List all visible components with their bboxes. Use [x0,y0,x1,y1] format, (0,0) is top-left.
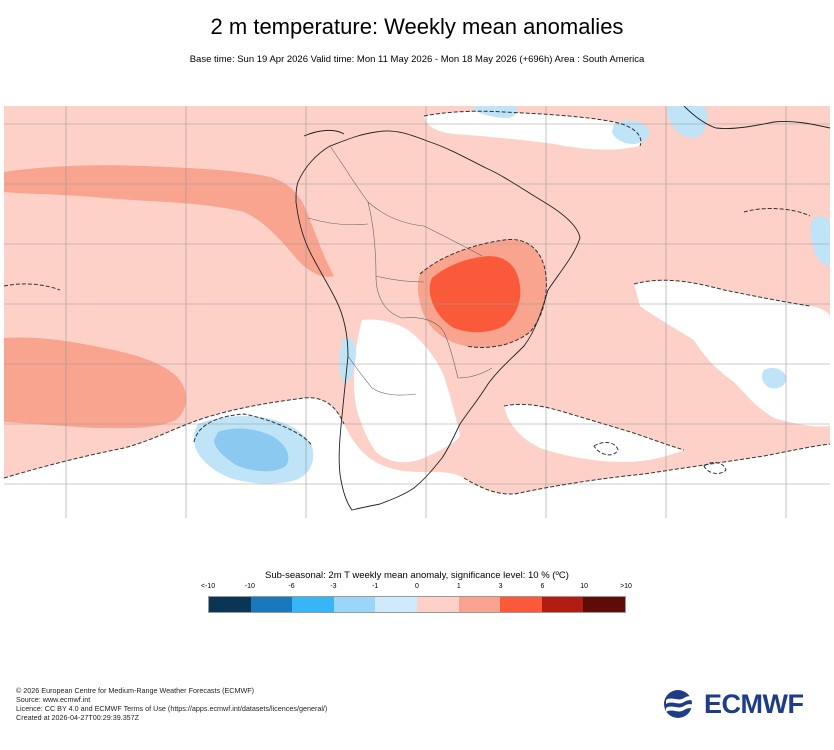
ecmwf-logo: ECMWF [662,688,822,720]
warm-core-brazil-inner [429,256,521,333]
neutral-region-north [424,111,641,150]
significance-contours [4,110,830,495]
legend-swatch [292,597,334,612]
legend-swatch [250,597,293,612]
page-subtitle: Base time: Sun 19 Apr 2026 Valid time: M… [189,54,645,65]
licence-line: Licence: CC BY 4.0 and ECMWF Terms of Us… [16,704,328,713]
warm-band-south-pacific [4,337,187,429]
legend-tick: 1 [456,583,461,590]
legend-tick: -1 [372,583,379,590]
legend-color-bar [208,596,626,613]
legend-tick: 6 [540,583,545,590]
legend-swatch [333,597,376,612]
country-borders [307,145,493,396]
created-line: Created at 2026-04-27T00:29:39.357Z [16,713,140,722]
legend-tick: 10 [580,583,589,590]
copyright-line: © 2026 European Centre for Medium-Range … [16,686,255,695]
warm-band-equatorial-pacific [4,165,334,277]
legend-tick: 3 [498,583,503,590]
neutral-region-southeast [504,404,684,462]
source-line: Source: www.ecmwf.int [16,695,91,704]
legend-title: Sub-seasonal: 2m T weekly mean anomaly, … [265,570,569,581]
legend-tick: 0 [415,583,419,590]
south-america-outline [295,106,830,511]
legend-tick: >10 [620,583,632,590]
neutral-region-argentina [354,319,460,463]
credits-block: © 2026 European Centre for Medium-Range … [16,686,327,722]
legend-swatch [209,597,251,612]
ecmwf-logo-text: ECMWF [704,688,804,719]
cool-region-caribbean [667,106,708,138]
cool-region-south-pacific-core [214,428,289,472]
cool-region-east [762,368,787,389]
legend-swatch [375,597,417,612]
legend-tick: -6 [288,583,295,590]
page-title: 2 m temperature: Weekly mean anomalies [210,14,624,39]
legend-tick: -10 [244,583,255,590]
color-legend: <-10 -10 -6 -3 -1 0 1 3 6 10 >10 [201,583,632,613]
legend-tick: <-10 [200,583,216,590]
legend-swatch [583,597,625,612]
neutral-region-east [634,280,830,427]
ecmwf-logo-icon [664,690,700,718]
legend-tick: -3 [330,583,337,590]
legend-swatch [416,597,459,612]
legend-swatch [458,597,501,612]
cool-region-east-atlantic [810,216,830,266]
map-graticule [4,106,830,518]
anomaly-map [4,106,830,518]
legend-swatch [541,597,584,612]
legend-swatch [500,597,542,612]
